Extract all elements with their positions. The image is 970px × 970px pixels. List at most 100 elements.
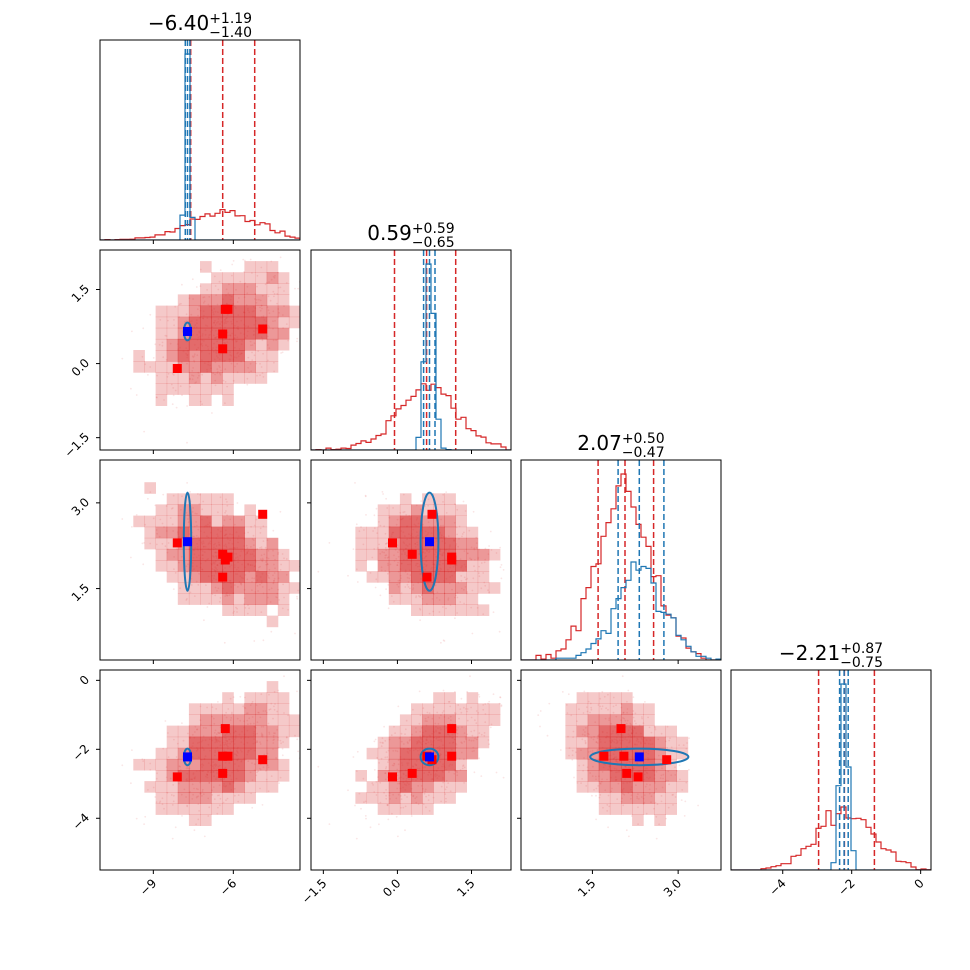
sample-point [225,737,227,739]
sample-point [247,781,250,784]
sample-point [646,767,648,770]
sample-point [316,759,318,761]
sample-point [199,530,202,533]
sample-point [638,770,641,772]
sample-point [484,558,487,561]
sample-point [248,570,251,573]
density-cell [166,758,179,771]
sample-point [226,744,228,747]
sample-point [628,766,630,769]
sample-point [226,742,229,745]
sample-point [419,730,422,733]
sample-point [645,739,648,742]
sample-point [251,344,254,346]
sample-point [225,546,228,549]
density-cell [155,537,168,550]
sample-point [647,757,649,759]
sample-point [631,791,633,793]
density-cell [422,781,434,793]
sample-point [273,572,276,574]
density-cell [177,372,190,384]
blue-contour [419,491,440,592]
sample-point [483,732,486,734]
sample-point [227,747,229,750]
sample-point [213,342,215,345]
sample-point [490,549,493,551]
density-cell [211,504,223,516]
sample-point [198,810,201,812]
sample-point [385,766,388,768]
sample-point [214,329,217,332]
sample-point [422,803,425,805]
density-cell [632,781,644,793]
sample-point [155,777,158,780]
density-cell [411,725,423,738]
sample-point [192,772,195,774]
sample-point [643,778,645,781]
density-cell [166,560,179,572]
sample-point [447,717,450,720]
blue-marker [425,752,434,762]
density-cell [411,803,423,815]
sample-point [265,563,268,566]
sample-point [377,547,379,549]
density-cell [255,338,268,351]
density-cell [643,792,655,804]
sample-point [239,582,242,585]
sample-point [261,735,264,738]
density-cell [621,725,633,738]
density-cell [444,692,456,704]
sample-point [502,776,505,779]
density-cell [222,736,234,749]
sample-point [440,753,442,756]
sample-point [198,572,201,575]
density-cell [411,537,423,550]
sample-point [188,533,191,535]
sample-point [445,800,447,803]
sample-point [186,349,189,352]
density-cell [211,792,223,804]
red-marker [258,755,268,765]
sample-point [229,334,232,336]
sample-point [601,771,604,773]
density-cell [222,294,234,306]
sample-point [637,793,639,795]
sample-point [230,789,233,791]
density-cell [433,714,445,726]
sample-point [356,581,359,583]
sample-point [198,539,201,542]
sample-point [161,344,164,347]
density-cell [587,725,600,738]
sample-point [214,348,217,351]
sample-point [389,563,392,566]
sample-point [212,313,215,316]
sample-point [212,562,215,565]
sample-point [191,378,194,381]
density-cell [477,571,490,583]
sample-point [480,562,483,564]
sample-point [436,769,438,772]
sample-point [470,558,473,561]
sample-point [385,542,388,545]
sample-point [260,611,263,614]
sample-point [254,292,257,295]
density-cell [466,736,479,749]
density-cell [399,736,412,749]
sample-point [483,734,486,737]
sample-point [202,500,205,503]
sample-point [601,731,604,734]
density-cell [166,758,179,771]
density-cell [643,725,655,738]
sample-point [226,592,228,594]
red-marker [388,538,397,548]
sample-point [194,324,197,326]
density-cell [654,814,666,826]
sample-point [239,695,242,698]
sample-point [216,746,219,749]
sample-point [373,740,376,743]
density-cell [388,725,401,738]
density-cell [399,537,412,550]
sample-point [386,756,389,758]
sample-point [193,777,196,780]
density-cell [477,714,490,726]
